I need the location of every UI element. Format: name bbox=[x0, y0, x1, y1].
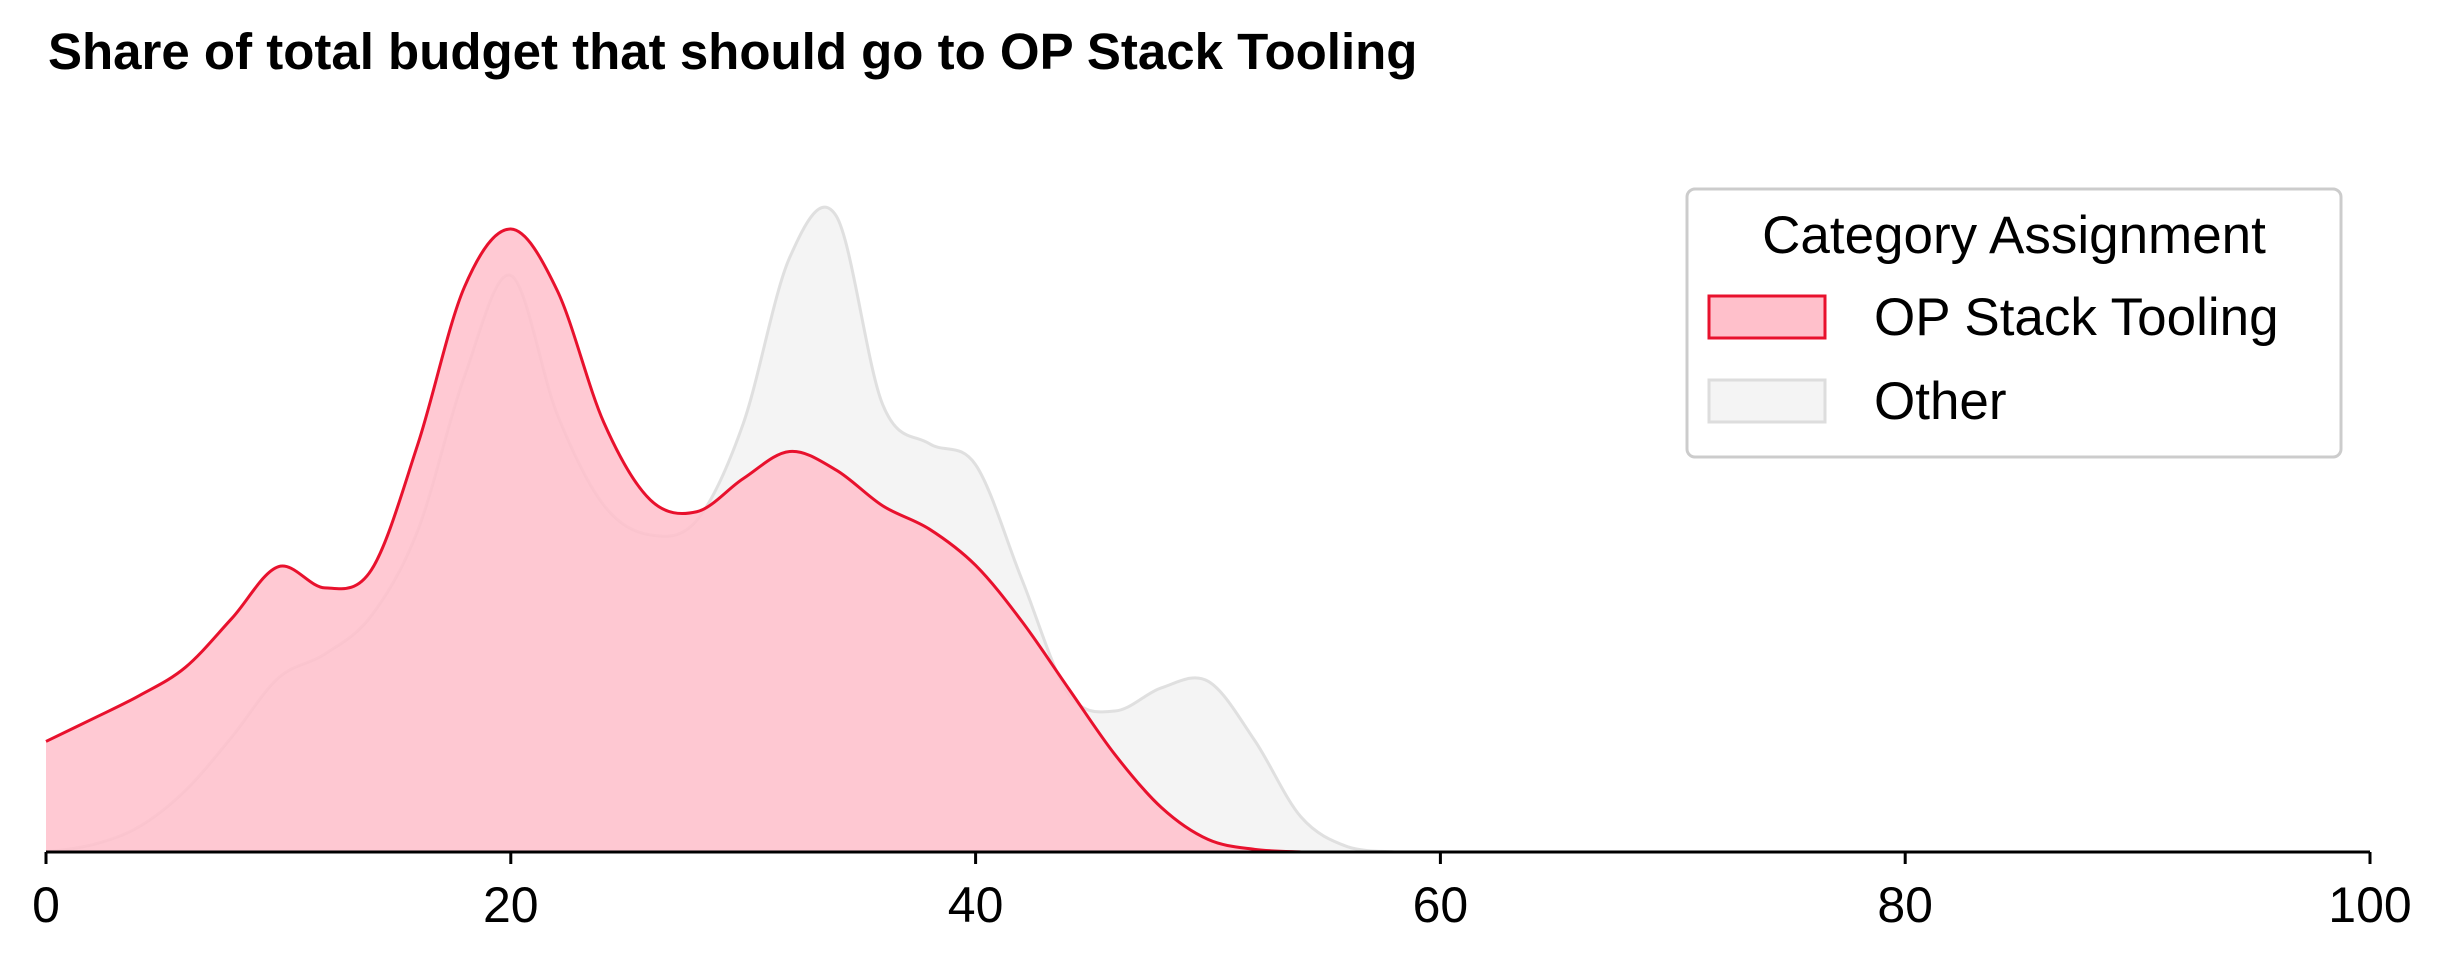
legend-title: Category Assignment bbox=[1762, 206, 2266, 265]
x-tick-label: 0 bbox=[32, 877, 60, 933]
legend: Category Assignment OP Stack Tooling Other bbox=[1685, 187, 2343, 459]
x-tick-label: 80 bbox=[1877, 877, 1933, 933]
legend-label: OP Stack Tooling bbox=[1874, 288, 2279, 347]
legend-swatch bbox=[1707, 294, 1827, 340]
series-layer bbox=[45, 205, 1395, 854]
legend-label: Other bbox=[1874, 372, 2007, 431]
x-tick-label: 60 bbox=[1413, 877, 1469, 933]
chart-title: Share of total budget that should go to … bbox=[48, 23, 1418, 80]
legend-swatch bbox=[1707, 378, 1827, 424]
series-line-op-stack-tooling bbox=[45, 227, 1302, 854]
x-tick-label: 20 bbox=[483, 877, 539, 933]
x-axis: 0 20 40 60 80 100 bbox=[32, 850, 2412, 933]
series-area-op-stack-tooling bbox=[46, 229, 1301, 852]
x-tick-label: 40 bbox=[948, 877, 1004, 933]
legend-frame bbox=[1685, 187, 2343, 459]
x-tick-label: 100 bbox=[2328, 877, 2411, 933]
